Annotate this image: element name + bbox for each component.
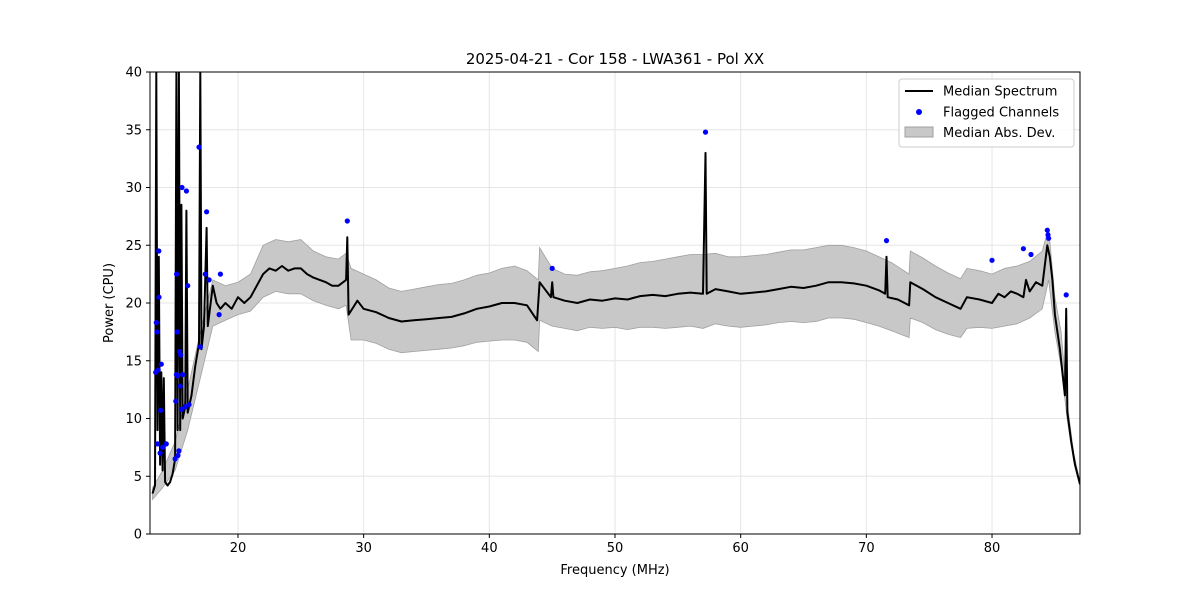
flagged-channel-point (155, 367, 161, 373)
flagged-channel-point (177, 383, 183, 389)
flagged-channel-point (156, 294, 162, 300)
y-tick-label: 35 (125, 123, 142, 138)
flagged-channel-point (154, 441, 161, 447)
flagged-channel-point (216, 312, 222, 318)
flagged-channel-point (185, 283, 191, 289)
flagged-channel-point (180, 372, 186, 378)
mad-band (152, 227, 1080, 501)
x-axis-label: Frequency (MHz) (560, 563, 669, 578)
y-tick-label: 40 (125, 66, 142, 81)
legend-mad-swatch (904, 126, 934, 138)
flagged-channel-point (1046, 235, 1052, 241)
flagged-channel-point (202, 271, 208, 277)
flagged-channel-point (217, 271, 223, 277)
flagged-channel-point (1063, 292, 1069, 298)
flagged-channel-point (178, 406, 184, 412)
chart-title: 2025-04-21 - Cor 158 - LWA361 - Pol XX (466, 50, 764, 68)
y-tick-label: 20 (125, 297, 142, 312)
x-tick-label: 40 (481, 541, 498, 556)
plot-area (151, 72, 1080, 501)
median-spectrum-line (151, 72, 1080, 494)
flagged-channel-point (175, 373, 181, 379)
flagged-channel-point (883, 238, 890, 244)
flagged-channel-point (174, 271, 180, 277)
flagged-channel-point (157, 450, 163, 456)
flagged-channel-point (1020, 246, 1026, 252)
legend-flagged-swatch (916, 109, 922, 115)
flagged-channel-point (163, 441, 169, 447)
flagged-channel-point (179, 184, 185, 191)
flagged-channel-point (183, 188, 189, 194)
y-tick-label: 5 (134, 470, 142, 485)
x-tick-label: 20 (230, 541, 247, 556)
axis-ticks: 20 30 40 50 60 70 80 0 5 10 15 20 25 30 35 40 (125, 66, 1000, 557)
legend-flagged-label: Flagged Channels (943, 106, 1059, 121)
legend-median-label: Median Spectrum (943, 85, 1057, 100)
y-tick-label: 15 (125, 354, 142, 369)
x-tick-label: 50 (607, 541, 624, 556)
flagged-channel-point (549, 265, 555, 271)
flagged-channel-point (158, 407, 164, 413)
flagged-channel-point (160, 444, 166, 450)
flagged-channel-point (173, 398, 179, 404)
flagged-channel-point (1028, 251, 1034, 258)
flagged-channel-point (196, 144, 202, 150)
flagged-channel-point (182, 404, 188, 410)
x-tick-label: 80 (984, 541, 1001, 556)
flagged-channel-point (206, 277, 212, 283)
flagged-channel-point (175, 452, 181, 459)
flagged-channel-points (153, 129, 1069, 462)
flagged-channel-point (186, 402, 192, 408)
y-axis-label: Power (CPU) (102, 263, 117, 343)
flagged-channel-point (176, 448, 182, 454)
y-tick-label: 10 (125, 412, 142, 427)
x-tick-label: 60 (732, 541, 749, 556)
x-tick-label: 70 (858, 541, 875, 556)
flagged-channel-point (989, 257, 995, 263)
flagged-channel-point (158, 361, 164, 367)
y-tick-label: 30 (125, 181, 142, 196)
y-tick-label: 0 (134, 528, 142, 543)
legend-mad-label: Median Abs. Dev. (943, 126, 1055, 141)
flagged-channel-point (153, 320, 159, 326)
flagged-channel-point (154, 329, 160, 335)
flagged-channel-point (178, 352, 184, 358)
x-tick-label: 30 (355, 541, 372, 556)
legend-box (898, 78, 1075, 148)
legend: Median Spectrum Flagged Channels Median … (898, 78, 1075, 148)
flagged-channel-point (197, 344, 203, 350)
flagged-channel-point (204, 209, 210, 215)
flagged-channel-point (1044, 227, 1050, 233)
flagged-channel-point (344, 218, 350, 224)
y-tick-label: 25 (125, 239, 142, 254)
flagged-channel-point (702, 129, 709, 135)
flagged-channel-point (156, 248, 162, 254)
flagged-channel-point (174, 329, 180, 335)
